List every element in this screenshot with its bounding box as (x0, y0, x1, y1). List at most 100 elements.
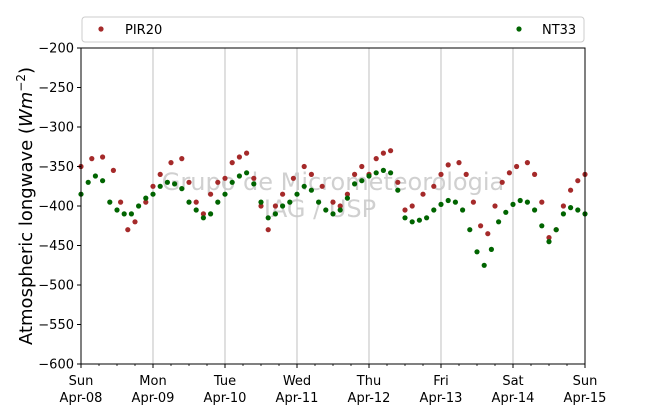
data-point (388, 148, 394, 154)
data-point (456, 160, 462, 166)
data-point (514, 163, 520, 170)
data-point (164, 179, 170, 185)
watermark-line-2: IAG / USP (264, 195, 376, 223)
data-point (575, 178, 581, 184)
x-tick-date-label: Apr-13 (420, 391, 463, 406)
data-point (373, 170, 379, 176)
x-tick-day-label: Sat (502, 374, 523, 389)
data-point (287, 199, 293, 205)
data-point (395, 179, 401, 185)
data-point (121, 211, 127, 217)
data-point (359, 163, 365, 170)
data-point (359, 178, 365, 184)
y-tick-label: −550 (38, 318, 74, 333)
data-point (168, 160, 174, 166)
data-point (236, 173, 242, 179)
watermark-line-1: Grupo de Micrometeorologia (162, 168, 504, 196)
series-pir20 (78, 148, 588, 241)
y-tick-label: −500 (38, 279, 74, 294)
data-point (118, 199, 124, 205)
data-point (424, 215, 430, 221)
data-point (503, 209, 509, 215)
data-point (193, 207, 199, 213)
data-point (380, 150, 386, 156)
data-point (222, 191, 228, 197)
data-point (301, 163, 307, 170)
data-point (344, 191, 350, 197)
y-tick-label: −350 (38, 160, 74, 175)
data-point (193, 199, 199, 205)
data-point (100, 178, 106, 184)
x-tick-day-label: Wed (283, 374, 311, 389)
data-point (157, 171, 163, 177)
data-point (366, 173, 372, 179)
data-point (481, 262, 487, 268)
data-point (215, 199, 221, 205)
data-point (485, 231, 491, 237)
data-point (150, 183, 156, 189)
data-point (258, 199, 264, 205)
data-point (222, 175, 228, 181)
data-point (517, 197, 523, 204)
y-tick-label: −300 (38, 121, 74, 136)
y-tick-label: −600 (38, 358, 74, 373)
data-point (280, 191, 286, 197)
data-point (499, 179, 505, 185)
data-point (236, 154, 242, 160)
data-point (380, 167, 386, 173)
data-point (244, 150, 250, 156)
legend-label-pir20: PIR20 (125, 23, 162, 38)
data-point (251, 175, 257, 181)
data-point (208, 191, 214, 197)
data-point (229, 179, 235, 185)
data-point (89, 156, 95, 162)
data-point (244, 170, 250, 176)
data-point (560, 211, 567, 217)
x-axis: Sun Apr-08 Mon Apr-09 Tue Apr-10 Wed Apr-11 Thu A… (60, 364, 607, 406)
legend-box (81, 16, 585, 43)
data-point (186, 199, 192, 205)
data-point (460, 207, 466, 213)
data-point (294, 191, 300, 197)
x-tick-day-label: Sun (69, 374, 94, 389)
series-layer (78, 148, 588, 268)
data-point (143, 199, 149, 205)
data-point (402, 215, 408, 221)
legend: PIR20 NT33 (81, 16, 585, 43)
data-point (280, 203, 286, 209)
data-point (395, 187, 401, 193)
data-point (431, 207, 437, 213)
data-point (107, 199, 113, 205)
data-point (92, 173, 98, 179)
data-point (200, 215, 206, 221)
data-point (452, 199, 458, 205)
series-nt33 (78, 167, 588, 268)
data-point (179, 156, 185, 162)
data-point (125, 227, 131, 233)
legend-marker-pir20 (98, 26, 104, 32)
data-point (560, 203, 567, 209)
data-point (128, 211, 134, 217)
y-tick-label: −450 (38, 239, 74, 254)
data-point (330, 211, 336, 217)
data-point (474, 249, 480, 255)
data-point (388, 170, 394, 176)
data-point (409, 203, 415, 209)
data-point (467, 227, 473, 233)
data-point (114, 207, 120, 213)
data-point (420, 191, 426, 197)
data-point (337, 207, 343, 213)
x-tick-date-label: Apr-14 (492, 391, 535, 406)
data-point (409, 219, 415, 225)
x-tick-date-label: Apr-12 (348, 391, 391, 406)
data-point (344, 195, 350, 201)
x-tick-date-label: Apr-15 (564, 391, 607, 406)
data-point (568, 187, 574, 193)
data-point (575, 207, 581, 213)
data-point (319, 183, 325, 189)
data-point (553, 227, 559, 233)
data-point (265, 215, 271, 221)
x-tick-day-label: Fri (433, 374, 449, 389)
data-point (539, 199, 545, 205)
